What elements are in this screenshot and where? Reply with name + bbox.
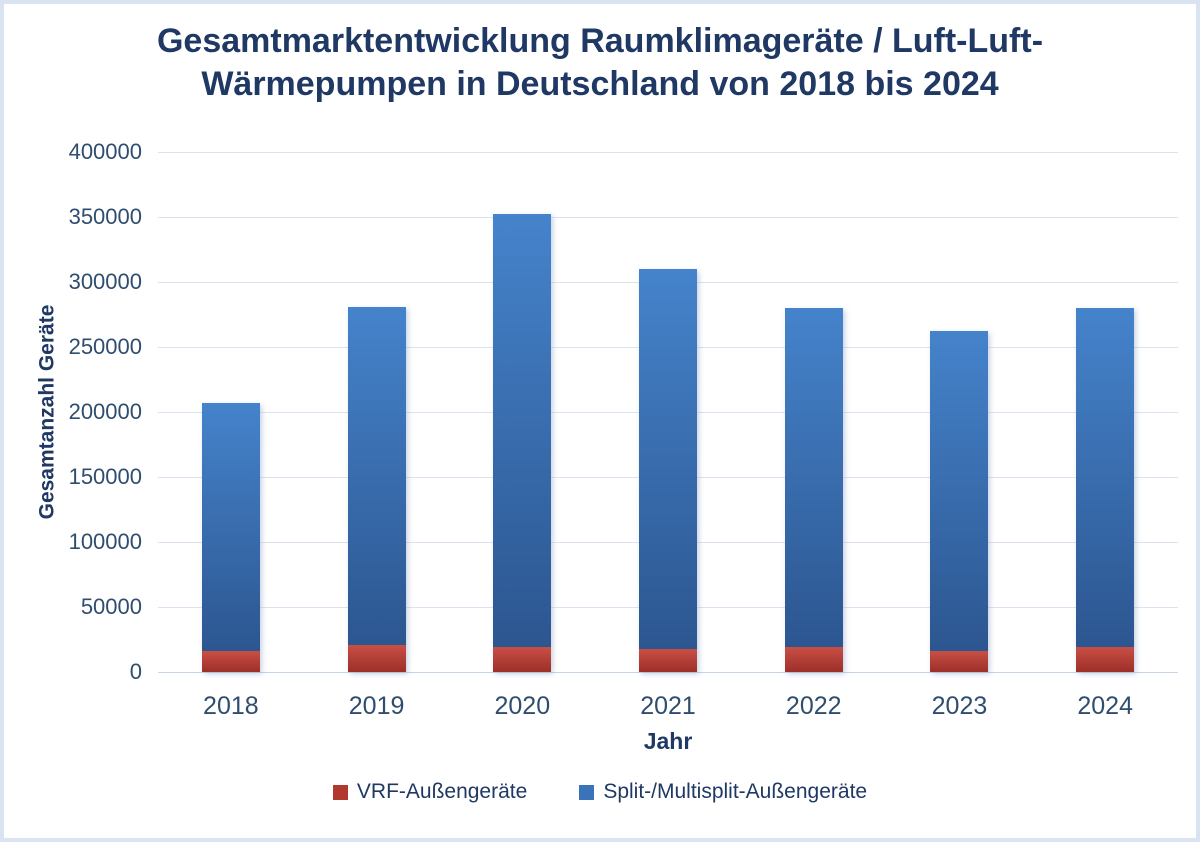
bar-slot-2024 bbox=[1032, 152, 1178, 672]
x-tick-label-2020: 2020 bbox=[494, 692, 551, 720]
x-tick-label-2023: 2023 bbox=[931, 692, 988, 720]
bar-segment-2022-VRF-Außengeräte bbox=[784, 647, 843, 672]
bar-2023 bbox=[930, 331, 989, 672]
x-tick-labels: 2018 2019 2020 2021 2022 2023 2024 bbox=[158, 692, 1178, 721]
bar-slot-2018 bbox=[158, 152, 304, 672]
legend-label: VRF-Außengeräte bbox=[356, 780, 528, 803]
gridline-350000 bbox=[158, 217, 1178, 218]
bar-slot-2020 bbox=[449, 152, 595, 672]
bar-segment-2023-Split-/Multisplit-Außengeräte bbox=[930, 331, 989, 652]
bar-2020 bbox=[493, 214, 552, 672]
x-tick-label-2019: 2019 bbox=[348, 692, 405, 720]
plot-area: 0 50000 100000 150000 200000 250000 300000 3500… bbox=[69, 139, 1178, 720]
bar-segment-2021-Split-/Multisplit-Außengeräte bbox=[639, 269, 698, 649]
legend-swatch-icon bbox=[579, 784, 595, 800]
bar-2021 bbox=[639, 269, 698, 672]
bar-slot-2023 bbox=[887, 152, 1033, 672]
bar-2022 bbox=[784, 308, 843, 672]
chart-title: Gesamtmarktentwicklung Raumklimageräte /… bbox=[84, 20, 1116, 106]
y-tick-label-400000: 400000 bbox=[68, 139, 142, 164]
bar-2018 bbox=[201, 402, 260, 672]
bar-segment-2018-VRF-Außengeräte bbox=[201, 651, 260, 672]
y-tick-label-0: 0 bbox=[129, 659, 142, 684]
bar-segment-2019-Split-/Multisplit-Außengeräte bbox=[347, 306, 406, 645]
bar-segment-2019-VRF-Außengeräte bbox=[347, 644, 406, 672]
x-tick-label-2022: 2022 bbox=[785, 692, 842, 720]
x-axis-title: Jahr bbox=[643, 728, 693, 754]
bars-layer bbox=[158, 152, 1178, 672]
legend-label: Split-/Multisplit-Außengeräte bbox=[603, 780, 868, 803]
legend-item-VRF-Außengeräte: VRF-Außengeräte bbox=[332, 780, 528, 804]
bar-segment-2024-VRF-Außengeräte bbox=[1076, 647, 1135, 672]
gridline-0 bbox=[158, 672, 1178, 673]
bar-segment-2021-VRF-Außengeräte bbox=[639, 648, 698, 672]
chart-title-line-1: Gesamtmarktentwicklung Raumklimageräte /… bbox=[156, 22, 1044, 60]
bar-2024 bbox=[1076, 308, 1135, 672]
bar-segment-2018-Split-/Multisplit-Außengeräte bbox=[201, 402, 260, 652]
y-tick-label-350000: 350000 bbox=[68, 204, 142, 229]
y-tick-label-250000: 250000 bbox=[68, 334, 142, 359]
legend-swatch-icon bbox=[332, 784, 348, 800]
x-tick-label-2024: 2024 bbox=[1077, 692, 1133, 720]
y-tick-label-200000: 200000 bbox=[68, 399, 142, 424]
y-tick-label-300000: 300000 bbox=[68, 269, 142, 294]
bar-segment-2020-VRF-Außengeräte bbox=[493, 647, 552, 672]
bar-slot-2019 bbox=[304, 152, 450, 672]
bar-2019 bbox=[347, 306, 406, 672]
x-tick-label-2018: 2018 bbox=[203, 692, 259, 720]
y-tick-label-100000: 100000 bbox=[68, 529, 142, 554]
bar-slot-2022 bbox=[741, 152, 887, 672]
legend-item-Split-/Multisplit-Außengeräte: Split-/Multisplit-Außengeräte bbox=[579, 780, 867, 804]
y-tick-label-150000: 150000 bbox=[68, 464, 142, 489]
x-tick-label-2021: 2021 bbox=[640, 692, 696, 720]
bar-segment-2022-Split-/Multisplit-Außengeräte bbox=[784, 308, 843, 648]
bar-segment-2024-Split-/Multisplit-Außengeräte bbox=[1076, 308, 1135, 648]
gridline-400000 bbox=[158, 152, 1178, 153]
bar-slot-2021 bbox=[595, 152, 741, 672]
bar-segment-2020-Split-/Multisplit-Außengeräte bbox=[493, 214, 552, 648]
chart-title-line-2: Wärmepumpen in Deutschland von 2018 bis … bbox=[201, 65, 999, 103]
legend: VRF-Außengeräte Split-/Multisplit-Außenge… bbox=[4, 780, 1196, 804]
bar-segment-2023-VRF-Außengeräte bbox=[930, 651, 989, 672]
y-tick-label-50000: 50000 bbox=[80, 594, 142, 619]
